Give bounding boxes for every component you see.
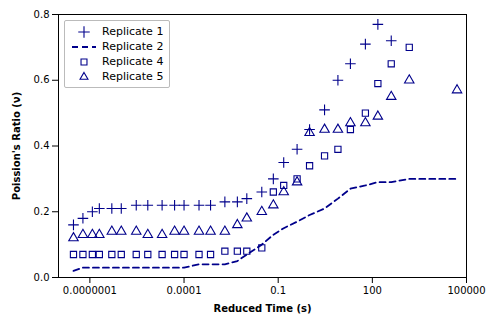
html-text:Replicate 4: Replicate 4 — [102, 55, 164, 68]
svg-text:100: 100 — [363, 285, 382, 296]
svg-text:0.0001: 0.0001 — [167, 285, 202, 296]
svg-text:0.4: 0.4 — [34, 140, 50, 151]
svg-text:0.8: 0.8 — [34, 9, 50, 20]
svg-text:0.6: 0.6 — [34, 74, 50, 85]
svg-text:0.0: 0.0 — [34, 272, 50, 283]
html-text:Replicate 5: Replicate 5 — [102, 70, 164, 83]
svg-text:0.2: 0.2 — [34, 206, 50, 217]
svg-text:Reduced Time (s): Reduced Time (s) — [213, 303, 311, 314]
html-text:Replicate 2: Replicate 2 — [102, 40, 164, 53]
svg-text:0.1: 0.1 — [270, 285, 286, 296]
svg-text:100000: 100000 — [447, 285, 485, 296]
html-text:Replicate 1: Replicate 1 — [102, 25, 164, 38]
svg-text:0.0000001: 0.0000001 — [63, 285, 117, 296]
svg-text:Poission's Ratio (ν): Poission's Ratio (ν) — [11, 92, 22, 200]
